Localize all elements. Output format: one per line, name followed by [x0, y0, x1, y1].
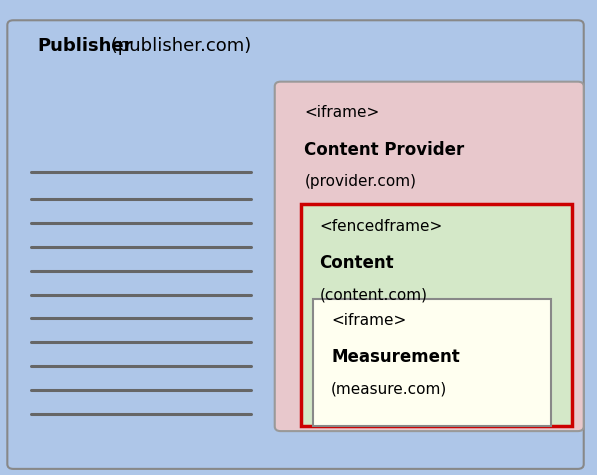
Text: <iframe>: <iframe> [304, 105, 380, 120]
Text: (provider.com): (provider.com) [304, 174, 417, 189]
FancyBboxPatch shape [301, 204, 572, 427]
FancyBboxPatch shape [313, 299, 551, 427]
Text: (content.com): (content.com) [319, 287, 427, 302]
FancyBboxPatch shape [275, 82, 584, 431]
Text: (publisher.com): (publisher.com) [106, 37, 251, 55]
Text: Content: Content [319, 254, 394, 272]
Text: Content Provider: Content Provider [304, 141, 464, 159]
Text: Publisher: Publisher [37, 37, 133, 55]
FancyBboxPatch shape [7, 20, 584, 469]
Text: <fencedframe>: <fencedframe> [319, 218, 442, 234]
Text: <iframe>: <iframe> [331, 313, 407, 328]
Text: Measurement: Measurement [331, 349, 460, 367]
Text: (measure.com): (measure.com) [331, 381, 447, 397]
